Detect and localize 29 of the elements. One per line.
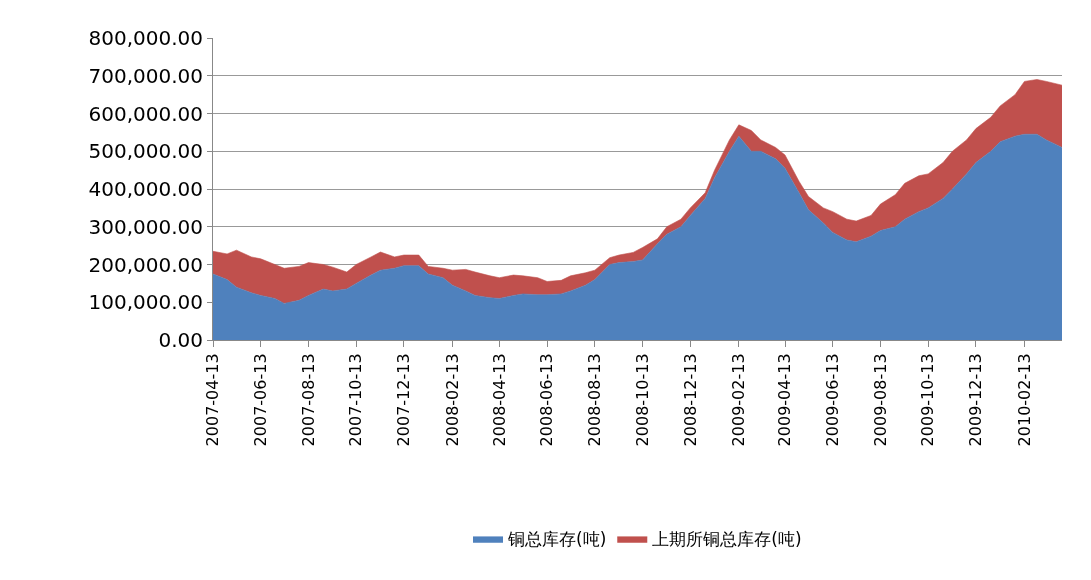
legend-label: 铜总库存(吨) bbox=[507, 529, 607, 550]
y-tick-label: 200,000.00 bbox=[88, 252, 203, 277]
y-tick-label: 400,000.00 bbox=[88, 177, 203, 201]
x-tick-label: 2009-06-13 bbox=[822, 353, 842, 447]
y-tick-label: 800,000.00 bbox=[88, 26, 203, 50]
x-tick-label: 2008-02-13 bbox=[442, 353, 462, 447]
x-tick-label: 2008-10-13 bbox=[632, 353, 652, 447]
x-tick-label: 2009-04-13 bbox=[775, 353, 795, 447]
x-tick-label: 2007-06-13 bbox=[250, 353, 270, 447]
y-tick-label: 700,000.00 bbox=[88, 63, 203, 88]
y-tick-label: 500,000.00 bbox=[88, 139, 203, 164]
y-tick-label: 100,000.00 bbox=[88, 290, 203, 315]
x-tick-label: 2007-12-13 bbox=[394, 353, 414, 447]
x-tick-label: 2008-04-13 bbox=[489, 353, 509, 447]
y-tick-label: 300,000.00 bbox=[88, 214, 203, 239]
x-tick-label: 2009-02-13 bbox=[729, 353, 749, 447]
x-tick-label: 2007-08-13 bbox=[298, 353, 318, 447]
y-tick-label: 600,000.00 bbox=[88, 101, 203, 126]
x-tick-label: 2008-12-13 bbox=[680, 353, 700, 447]
x-tick-label: 2007-10-13 bbox=[346, 353, 366, 447]
x-tick-label: 2008-06-13 bbox=[537, 353, 557, 447]
x-tick-label: 2009-08-13 bbox=[870, 353, 890, 447]
x-tick-label: 2009-12-13 bbox=[966, 353, 986, 447]
y-tick-label: 0.00 bbox=[158, 328, 203, 352]
x-tick-label: 2010-02-13 bbox=[1014, 353, 1034, 447]
legend-label: 上期所铜总库存(吨) bbox=[652, 529, 802, 550]
x-tick-label: 2009-10-13 bbox=[918, 353, 938, 447]
x-tick-label: 2007-04-13 bbox=[203, 353, 223, 447]
x-tick-label: 2008-08-13 bbox=[585, 353, 605, 447]
